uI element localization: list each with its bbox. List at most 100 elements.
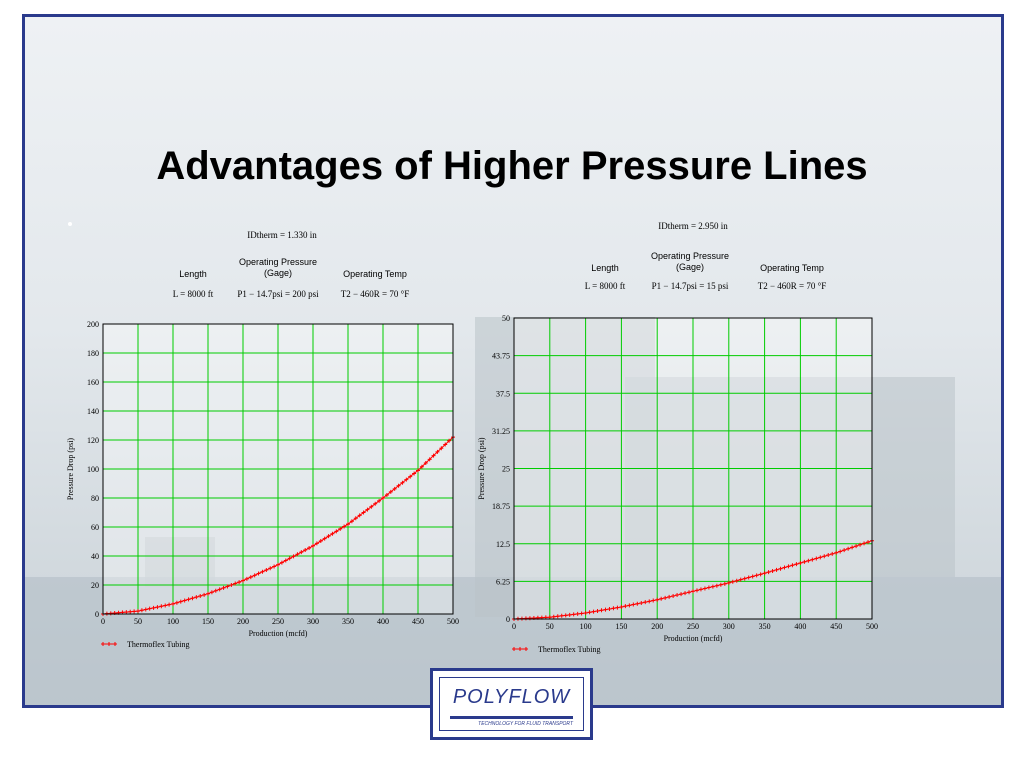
chart-left-data-point xyxy=(408,474,413,479)
chart-left-data-point xyxy=(365,507,370,512)
chart-left-data-point xyxy=(182,598,187,603)
chart-left-data-point xyxy=(260,569,265,574)
chart-right-data-point xyxy=(599,608,604,613)
chart-right-xtick-label: 400 xyxy=(794,622,806,631)
vessel-silhouette xyxy=(145,537,215,587)
chart-left-idtherm: IDtherm = 1.330 in xyxy=(247,230,317,240)
chart-right-data-point xyxy=(750,574,755,579)
chart-right-xlabel: Production (mcfd) xyxy=(664,634,723,643)
chart-left-data-point xyxy=(303,548,308,553)
chart-right-data-point xyxy=(726,580,731,585)
chart-left-data-point xyxy=(334,529,339,534)
chart-right-data-point xyxy=(651,598,656,603)
chart-right-ytick-label: 50 xyxy=(502,314,510,323)
chart-left-data-point xyxy=(322,536,327,541)
chart-left-data-point xyxy=(244,576,249,581)
chart-left-data-point xyxy=(443,442,448,447)
chart-right-data-point xyxy=(754,573,759,578)
chart-left-data-point xyxy=(287,556,292,561)
chart-left-data-point xyxy=(377,498,382,503)
chart-left-data-point xyxy=(279,560,284,565)
chart-right-data-point xyxy=(675,593,680,598)
chart-left-data-point xyxy=(357,513,362,518)
chart-left-ytick-label: 140 xyxy=(87,407,99,416)
chart-right-data-point xyxy=(790,563,795,568)
chart-right-data-point xyxy=(583,610,588,615)
chart-left-length-value: L = 8000 ft xyxy=(172,289,214,299)
logo-border: POLYFLOW TECHNOLOGY FOR FLUID TRANSPORT xyxy=(439,677,584,731)
chart-right-data-point xyxy=(822,554,827,559)
chart-left-data-point xyxy=(248,575,253,580)
chart-right-data-point xyxy=(806,558,811,563)
chart-left-data-point xyxy=(124,610,129,615)
chart-left-xtick-label: 200 xyxy=(237,617,249,626)
chart-left-data-point xyxy=(209,590,214,595)
chart-right-plot-border xyxy=(513,317,873,620)
chart-left-data-point xyxy=(178,599,183,604)
chart-right-data-point xyxy=(826,553,831,558)
chart-right-length-value: L = 8000 ft xyxy=(584,281,626,291)
chart-right-data-point xyxy=(627,603,632,608)
chart-right-data-point xyxy=(603,607,608,612)
chart-right-data-point xyxy=(615,605,620,610)
chart-left-data-point xyxy=(427,457,432,462)
chart-left-data-point xyxy=(384,492,389,497)
chart-left-data-point xyxy=(326,534,331,539)
chart-left-data-point xyxy=(299,550,304,555)
chart-left-data-point xyxy=(202,592,207,597)
chart-left-data-point xyxy=(252,573,257,578)
chart-right-data-point xyxy=(782,565,787,570)
chart-right-data-point xyxy=(679,592,684,597)
chart-right-data-point xyxy=(611,606,616,611)
chart-right-temp-value: T2 − 460R = 70 °F xyxy=(757,281,827,291)
chart-right-data-point xyxy=(619,604,624,609)
chart-right-data-point xyxy=(671,593,676,598)
chart-right-data-point xyxy=(746,575,751,580)
chart-left-data-point xyxy=(381,496,385,500)
chart-right-data-point xyxy=(567,612,572,617)
chart-right-data-point xyxy=(702,586,707,591)
chart-left-data-point xyxy=(198,593,203,598)
chart-right-data-point xyxy=(631,602,636,607)
chart-right-data-point xyxy=(810,557,815,562)
chart-right-data-point xyxy=(866,540,871,545)
chart-right-data-point xyxy=(667,594,672,599)
chart-left-xtick-label: 100 xyxy=(167,617,179,626)
chart-right-pressure-header: Operating Pressure (Gage) xyxy=(650,251,730,272)
chart-left-data-point xyxy=(190,596,195,601)
chart-left-data-point xyxy=(233,581,238,586)
chart-right-data-point xyxy=(758,572,763,577)
chart-left-data-point xyxy=(361,510,366,515)
polyflow-logo: POLYFLOW TECHNOLOGY FOR FLUID TRANSPORT xyxy=(430,668,593,740)
chart-left-data-point xyxy=(439,446,444,451)
chart-left-data-point xyxy=(174,600,179,605)
chart-right-legend-label: Thermoflex Tubing xyxy=(538,645,600,654)
chart-right-data-point xyxy=(607,606,612,611)
chart-left-data-point xyxy=(225,584,230,589)
chart-left-data-point xyxy=(276,562,280,567)
chart-right-data-point xyxy=(579,611,584,616)
chart-right-data-point xyxy=(527,616,532,621)
chart-left-data-point xyxy=(171,601,175,606)
logo-tagline: TECHNOLOGY FOR FLUID TRANSPORT xyxy=(478,721,573,727)
bullet-icon xyxy=(68,222,72,226)
chart-right-ytick-label: 12.5 xyxy=(496,540,510,549)
chart-left-xtick-label: 150 xyxy=(202,617,214,626)
chart-left-data-point xyxy=(241,578,245,583)
chart-left-data-point xyxy=(311,543,315,548)
chart-left-data-point xyxy=(221,585,226,590)
chart-left-data-point xyxy=(136,609,140,614)
chart-right-data-point xyxy=(575,611,580,616)
chart-right-data-point xyxy=(814,556,819,561)
chart-left-xtick-label: 250 xyxy=(272,617,284,626)
chart-left-xtick-label: 0 xyxy=(101,617,105,626)
chart-left-data-point xyxy=(349,519,354,524)
chart-right-data-point xyxy=(714,583,719,588)
chart-left-ytick-label: 100 xyxy=(87,465,99,474)
chart-left-length-header: Length xyxy=(179,269,207,279)
chart-right-data-point xyxy=(734,578,739,583)
chart-left-data-point xyxy=(318,539,323,544)
chart-left-data-point xyxy=(132,609,137,614)
